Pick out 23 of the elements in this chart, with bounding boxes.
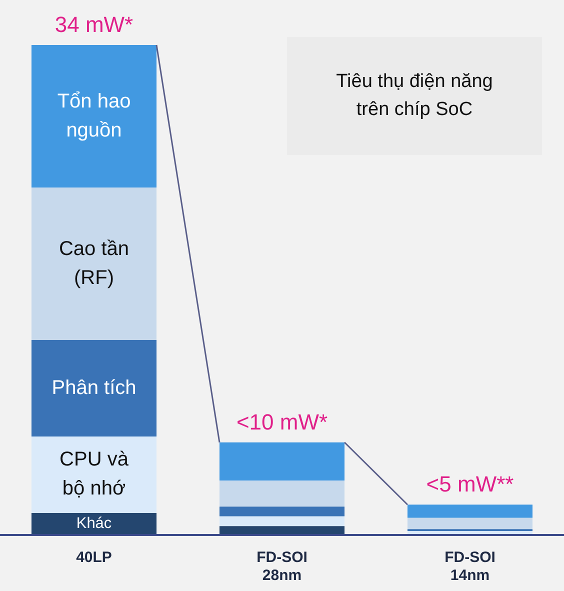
bar — [31, 188, 157, 340]
bar — [31, 340, 157, 437]
bar — [407, 518, 533, 530]
bar — [219, 442, 345, 481]
bar — [31, 45, 157, 188]
series-label: Khác — [76, 515, 112, 532]
series-label: Cao tần (RF) — [58, 238, 130, 289]
series-label: CPU và bộ nhớ — [60, 448, 130, 500]
title-panel: Tiêu thụ điện năng trên chíp SoC — [287, 37, 542, 155]
bar — [407, 504, 533, 518]
bar — [219, 516, 345, 526]
series-label: Tổn hao nguồn — [57, 90, 131, 142]
bar — [219, 480, 345, 507]
x-tick-label: FD-SOI 14nm — [444, 549, 496, 584]
bar — [31, 436, 157, 513]
bar — [219, 506, 345, 516]
annotation: <10 mW* — [236, 409, 328, 434]
bar — [219, 526, 345, 535]
series-label: Phân tích — [52, 376, 136, 399]
annotation: <5 mW** — [426, 472, 514, 497]
annotation: 34 mW* — [54, 12, 134, 38]
x-tick-label: 40LP — [76, 549, 112, 566]
x-tick-label: FD-SOI 28nm — [256, 549, 308, 584]
